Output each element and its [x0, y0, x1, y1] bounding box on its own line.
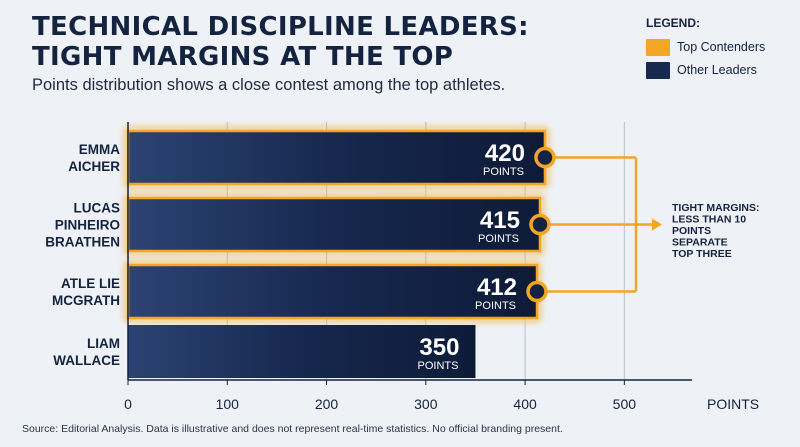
bar-unit-label-1: POINTS: [478, 233, 519, 245]
x-tick-label-400: 400: [513, 396, 537, 412]
bar-end-marker-0: [534, 146, 556, 169]
bar-glow-1: [123, 193, 545, 256]
annotation-line-2: POINTS: [672, 225, 711, 237]
category-label-0-0: EMMA: [79, 142, 120, 157]
bar-value-label-0: 420: [485, 140, 525, 167]
annotation-line-1: LESS THAN 10: [672, 214, 746, 226]
legend-label-other-leaders: Other Leaders: [677, 63, 757, 77]
bar-0: [126, 129, 547, 186]
bracket-arrowhead-icon: [652, 218, 662, 231]
bar-unit-label-0: POINTS: [483, 166, 524, 178]
legend-label-top-contenders: Top Contenders: [677, 40, 766, 54]
bar-unit-label-3: POINTS: [418, 360, 459, 372]
annotation-line-3: SEPARATE: [672, 237, 728, 249]
category-label-1-0: LUCAS: [74, 201, 121, 216]
annotation-line-4: TOP THREE: [672, 248, 732, 260]
chart-title-line-1: TECHNICAL DISCIPLINE LEADERS:: [32, 12, 529, 42]
x-tick-label-300: 300: [414, 396, 438, 412]
legend: LEGEND: Top Contenders Other Leaders: [646, 16, 765, 82]
legend-swatch-other-leaders: [646, 61, 670, 79]
category-label-1-1: PINHEIRO: [55, 218, 120, 233]
category-label-2-0: ATLE LIE: [61, 276, 120, 291]
category-label-3-1: WALLACE: [53, 353, 120, 368]
annotation-line-0: TIGHT MARGINS:: [672, 202, 760, 214]
legend-item-other-leaders: Other Leaders: [646, 59, 765, 81]
bar-end-marker-1: [529, 213, 551, 236]
legend-item-top-contenders: Top Contenders: [646, 36, 765, 58]
legend-title: LEGEND:: [646, 16, 700, 30]
bar-end-marker-2: [526, 280, 548, 303]
chart-title: TECHNICAL DISCIPLINE LEADERS: TIGHT MARG…: [32, 12, 529, 72]
x-tick-label-500: 500: [613, 396, 637, 412]
bar-unit-label-2: POINTS: [475, 300, 516, 312]
x-axis-title: POINTS: [707, 396, 759, 412]
x-tick-label-0: 0: [124, 396, 132, 412]
category-label-2-1: MCGRATH: [52, 293, 120, 308]
source-note: Source: Editorial Analysis. Data is illu…: [22, 423, 563, 435]
bar-value-label-1: 415: [480, 207, 520, 234]
category-label-0-1: AICHER: [68, 159, 120, 174]
bar-glow-2: [123, 260, 543, 323]
category-label-3-0: LIAM: [87, 336, 120, 351]
legend-swatch-top-contenders: [646, 38, 670, 56]
bar-value-label-3: 350: [419, 334, 459, 361]
bar-1: [126, 196, 542, 253]
x-tick-label-100: 100: [216, 396, 240, 412]
bar-glow-0: [123, 126, 550, 189]
category-label-1-2: BRAATHEN: [45, 235, 120, 250]
bar-2: [126, 263, 539, 320]
chart-title-line-2: TIGHT MARGINS AT THE TOP: [32, 42, 454, 72]
bar-3: [128, 325, 476, 378]
x-tick-label-200: 200: [315, 396, 339, 412]
bar-value-label-2: 412: [477, 274, 517, 301]
chart-subtitle: Points distribution shows a close contes…: [32, 76, 506, 94]
